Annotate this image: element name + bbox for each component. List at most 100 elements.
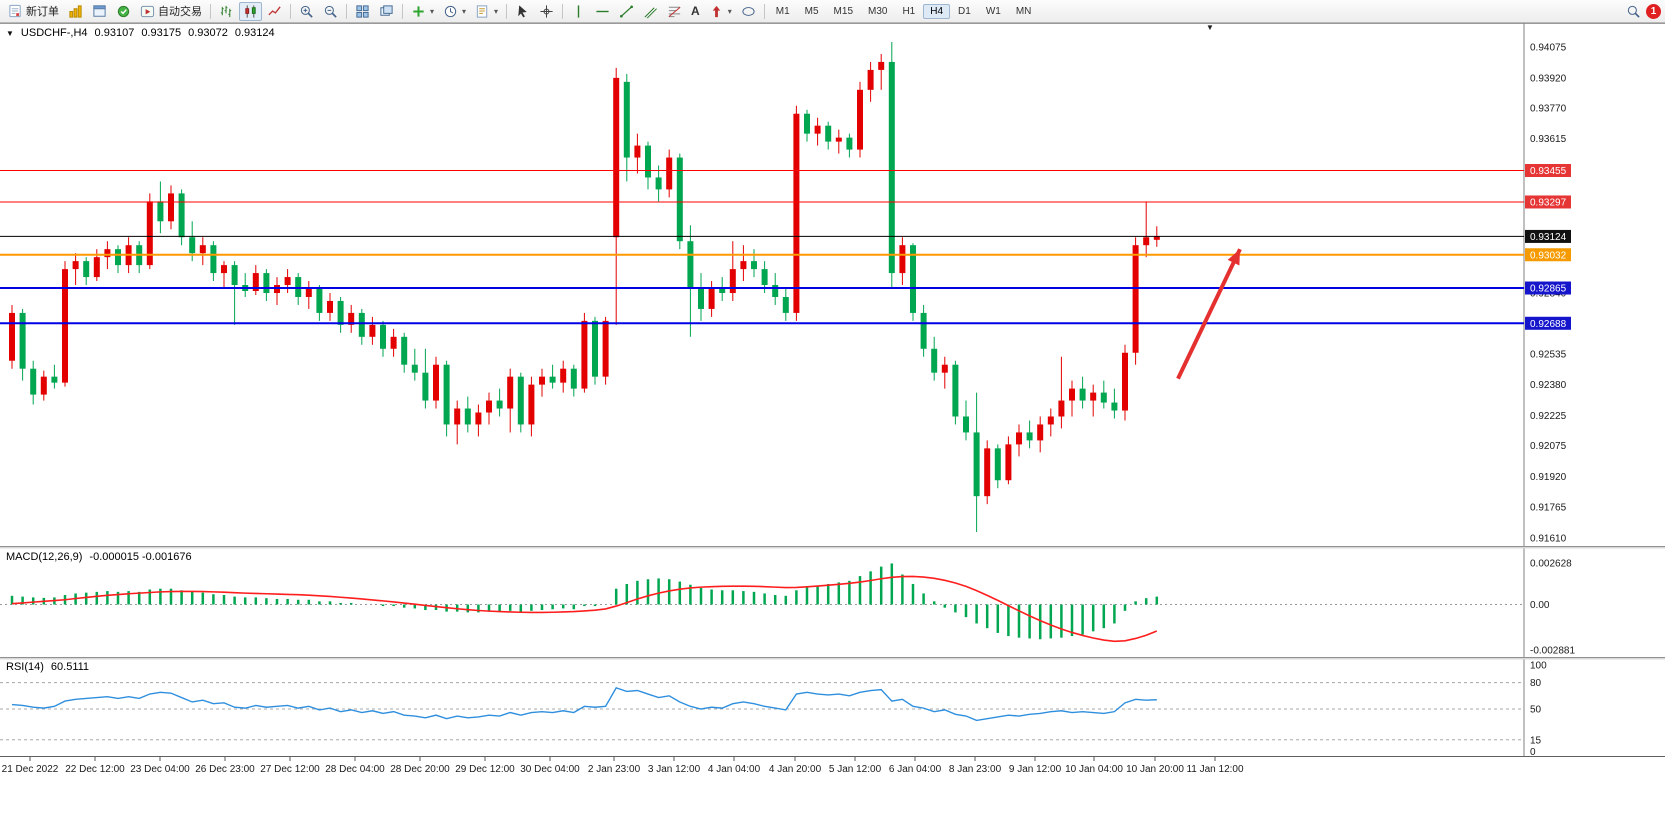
cursor-tool-button[interactable]	[511, 2, 534, 21]
line-chart-type-button[interactable]	[263, 2, 286, 21]
dropdown-caret-icon[interactable]: ▾	[727, 6, 732, 16]
dropdown-caret-icon[interactable]: ▾	[462, 6, 467, 16]
macd-scale-label: 0.00	[1530, 600, 1550, 611]
search-button[interactable]	[1622, 2, 1645, 21]
candle-body	[327, 300, 333, 313]
timeframe-button-m1[interactable]: M1	[775, 5, 790, 17]
periods-button[interactable]: ▾	[439, 2, 470, 21]
shapes-tool-button[interactable]	[737, 2, 760, 21]
timeframe-button-mn[interactable]: MN	[1015, 5, 1032, 17]
crosshair-tool-button[interactable]	[535, 2, 558, 21]
profiles-button[interactable]	[88, 2, 111, 21]
tile-windows-button[interactable]	[351, 2, 374, 21]
timeframe-button-h1[interactable]: H1	[902, 5, 916, 17]
timeframe-button-m15[interactable]: M15	[833, 5, 853, 17]
time-axis-label: 22 Dec 12:00	[65, 764, 125, 775]
time-axis-label: 23 Dec 04:00	[130, 764, 190, 775]
vertical-line-tool-button[interactable]	[567, 2, 590, 21]
candle-body	[30, 368, 37, 395]
arrows-tool-button[interactable]: ▾	[705, 2, 736, 21]
search-icon	[1626, 4, 1641, 19]
time-axis-label: 28 Dec 20:00	[390, 764, 450, 775]
dropdown-caret-icon[interactable]: ▾	[430, 6, 435, 16]
candle-body	[708, 289, 715, 309]
candle-body	[994, 448, 1001, 481]
candle-body	[920, 312, 927, 349]
candle-body	[115, 249, 121, 266]
candle-body	[93, 257, 100, 278]
candlestick-chart-type-button[interactable]	[239, 1, 262, 21]
new-order-label: 新订单	[26, 6, 59, 18]
time-axis-label: 30 Dec 04:00	[520, 764, 580, 775]
candle-body	[252, 273, 259, 292]
candle-body	[1111, 402, 1118, 411]
toolbar-separator	[346, 3, 347, 19]
new-order-button[interactable]: 新订单	[4, 2, 63, 21]
indicators-button[interactable]: ▾	[407, 2, 438, 21]
charts-button[interactable]	[64, 2, 87, 21]
candle-body	[602, 320, 609, 377]
cascade-windows-icon	[379, 4, 394, 19]
time-axis-label: 9 Jan 12:00	[1009, 764, 1062, 775]
timeframe-button-w1[interactable]: W1	[985, 5, 1001, 17]
price-scale-label: 0.93770	[1530, 103, 1567, 114]
macd-signal-line	[11, 575, 1158, 643]
candle-body	[40, 376, 47, 395]
price-tag	[1525, 163, 1571, 177]
dropdown-caret-icon[interactable]: ▾	[494, 6, 499, 16]
rsi-scale-label: 80	[1530, 678, 1542, 689]
toolbar-separator	[210, 3, 211, 19]
candle-body	[475, 412, 482, 425]
chart-window[interactable]: 0.940750.939200.937700.936150.928400.925…	[0, 23, 1665, 827]
candle-body	[1100, 392, 1107, 403]
auto-trading-icon	[140, 4, 155, 19]
fibonacci-tool-button[interactable]	[663, 2, 686, 21]
time-axis-label: 6 Jan 04:00	[889, 764, 942, 775]
macd-scale-label: -0.002881	[1530, 645, 1575, 656]
candle-body	[655, 177, 662, 190]
candle-body	[729, 269, 736, 293]
arrow-annotation[interactable]	[1176, 248, 1242, 380]
price-tag	[1525, 281, 1571, 295]
shapes-icon	[742, 6, 755, 16]
auto-trading-button[interactable]: 自动交易	[136, 2, 206, 21]
candle-body	[486, 400, 492, 413]
horizontal-line-tool-button[interactable]	[591, 2, 614, 21]
macd-name: MACD(12,26,9)	[6, 551, 83, 563]
templates-button[interactable]: ▾	[471, 2, 502, 21]
chart-macd-splitter[interactable]	[0, 546, 1665, 549]
candle-body	[178, 193, 185, 238]
candle-body	[931, 348, 938, 373]
notification-badge[interactable]: 1	[1646, 3, 1661, 19]
candle-body	[804, 113, 810, 134]
cascade-windows-button[interactable]	[375, 2, 398, 21]
price-scale-label: 0.91920	[1530, 472, 1567, 483]
candle-body	[910, 245, 916, 313]
zoom-in-button[interactable]	[295, 2, 318, 21]
zoom-out-icon	[323, 4, 338, 19]
channel-tool-button[interactable]	[639, 2, 662, 21]
time-axis-label: 8 Jan 23:00	[949, 764, 1002, 775]
zoom-out-button[interactable]	[319, 2, 342, 21]
candle-body	[825, 125, 832, 142]
chart-shift-marker[interactable]: ▼	[1206, 23, 1214, 32]
price-tag	[1525, 195, 1571, 209]
macd-rsi-splitter[interactable]	[0, 657, 1665, 660]
rsi-value: 60.5111	[50, 661, 90, 673]
timeframe-button-m5[interactable]: M5	[804, 5, 819, 17]
alerts-button[interactable]	[112, 2, 135, 21]
time-axis-label: 10 Jan 04:00	[1065, 764, 1123, 775]
timeframe-button-d1[interactable]: D1	[958, 5, 971, 17]
chart-canvas[interactable]: 0.940750.939200.937700.936150.928400.925…	[0, 23, 1665, 827]
toolbar-separator	[290, 3, 291, 19]
candle-body	[1090, 392, 1097, 401]
bar-chart-type-button[interactable]	[215, 2, 238, 21]
text-tool-button[interactable]: A	[687, 2, 704, 21]
new-order-icon	[8, 4, 23, 19]
candle-body	[899, 245, 906, 274]
crosshair-icon	[540, 4, 553, 18]
timeframe-button-m30[interactable]: M30	[868, 5, 888, 17]
candle-body	[454, 408, 461, 425]
trendline-tool-button[interactable]	[615, 2, 638, 21]
timeframe-button-h4[interactable]: H4	[923, 3, 951, 19]
